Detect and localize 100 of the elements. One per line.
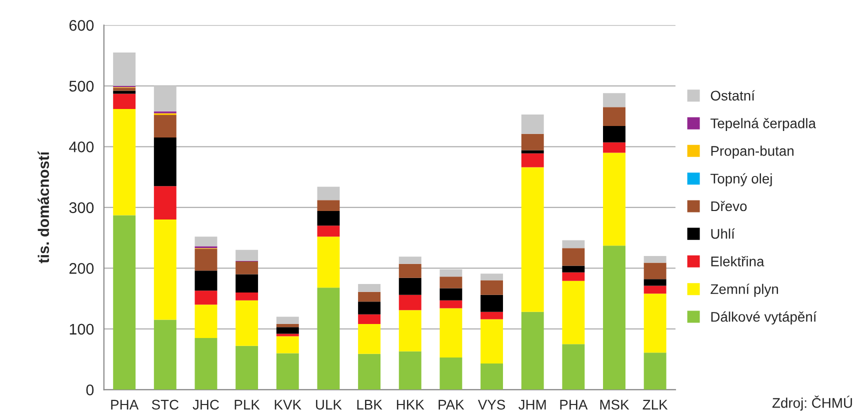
- legend-label: Topný olej: [710, 173, 772, 186]
- bar: [398, 278, 422, 295]
- bar: [562, 344, 585, 390]
- bar: [236, 250, 258, 261]
- y-tick-label: 300: [69, 202, 94, 214]
- bar: [194, 290, 218, 305]
- bar: [358, 314, 381, 324]
- bar: [521, 312, 544, 390]
- y-tick-label: 100: [70, 324, 94, 335]
- x-tick-label: ULK: [316, 400, 342, 410]
- bar: [398, 351, 422, 390]
- bar: [358, 284, 381, 292]
- bar: [317, 200, 340, 212]
- bar: [480, 274, 503, 280]
- bar: [194, 270, 218, 291]
- bar: [562, 240, 585, 248]
- bar: [440, 288, 462, 300]
- bar: [521, 150, 544, 154]
- bar: [644, 294, 666, 353]
- y-tick-label: 400: [69, 142, 94, 152]
- bar: [603, 152, 626, 246]
- bar: [603, 126, 626, 142]
- bar: [276, 327, 299, 334]
- bar: [521, 167, 544, 312]
- bar: [236, 274, 258, 292]
- legend-label: Zemní plyn: [710, 284, 778, 297]
- bar: [154, 320, 176, 390]
- bar: [113, 90, 136, 94]
- bar: [644, 256, 666, 263]
- bar: [603, 246, 626, 390]
- bar: [154, 186, 176, 220]
- bar: [194, 338, 218, 390]
- bar: [317, 236, 340, 288]
- y-tick-label: 0: [86, 384, 94, 396]
- bar: [276, 316, 299, 324]
- bar: [644, 279, 666, 286]
- text: Zdroj: ČHMÚ: [772, 396, 852, 411]
- bar: [440, 269, 462, 277]
- bar: [480, 364, 503, 390]
- bar: [358, 354, 381, 390]
- bar: [317, 211, 340, 226]
- bar: [398, 256, 422, 264]
- bar: [440, 276, 462, 288]
- bar: [521, 153, 544, 168]
- bar: [154, 86, 176, 112]
- x-tick-label: MSK: [600, 400, 630, 410]
- x-tick-label: PHA: [560, 400, 588, 410]
- bar: [113, 215, 136, 390]
- bar: [480, 312, 503, 320]
- bar: [398, 294, 422, 310]
- legend-label: Dřevo: [711, 200, 747, 212]
- bar: [113, 108, 136, 216]
- y-tick-label: 500: [69, 80, 94, 92]
- bar: [440, 357, 462, 390]
- x-tick-label: JHM: [518, 400, 546, 410]
- bar: [113, 88, 136, 91]
- bar: [113, 94, 136, 109]
- bar: [562, 248, 585, 266]
- bar: [317, 186, 340, 200]
- bar: [154, 138, 176, 186]
- x-tick-label: HKK: [396, 400, 424, 410]
- bar: [440, 300, 462, 308]
- x-tick-label: KVK: [274, 400, 302, 410]
- legend-label: Uhlí: [711, 228, 735, 239]
- legend-label: Dálkové vytápění: [711, 311, 817, 325]
- bar: [603, 93, 626, 108]
- legend-label: Elektřina: [711, 256, 764, 266]
- bar: [194, 248, 218, 271]
- bar: [603, 107, 626, 126]
- legend-label: Propan-butan: [711, 146, 794, 159]
- bar: [113, 52, 136, 86]
- bar: [480, 294, 503, 312]
- bar: [194, 304, 218, 338]
- y-tick-label: 200: [69, 263, 94, 274]
- x-tick-label: VYS: [478, 400, 506, 410]
- bar: [562, 266, 585, 272]
- bar: [521, 134, 544, 150]
- x-tick-label: JHC: [192, 400, 219, 410]
- bar: [562, 280, 585, 344]
- bar: [480, 319, 503, 364]
- bar: [358, 302, 381, 314]
- y-tick-label: 600: [69, 20, 94, 31]
- bar: [644, 262, 666, 280]
- bar: [562, 272, 585, 281]
- bar: [521, 114, 544, 134]
- bar: [317, 288, 340, 390]
- legend-label: Tepelná čerpadla: [710, 118, 816, 132]
- bar: [194, 236, 218, 246]
- x-tick-label: LBK: [357, 400, 382, 410]
- x-tick-label: PLK: [234, 400, 260, 410]
- x-tick-label: STC: [152, 400, 179, 410]
- bar: [644, 352, 666, 390]
- legend-label: Ostatní: [710, 90, 755, 101]
- bar: [358, 324, 381, 354]
- bar: [644, 286, 666, 294]
- bar: [276, 324, 299, 328]
- bar: [398, 310, 422, 352]
- x-tick-label: PHA: [111, 400, 139, 410]
- bar: [276, 336, 299, 354]
- bar: [317, 226, 340, 237]
